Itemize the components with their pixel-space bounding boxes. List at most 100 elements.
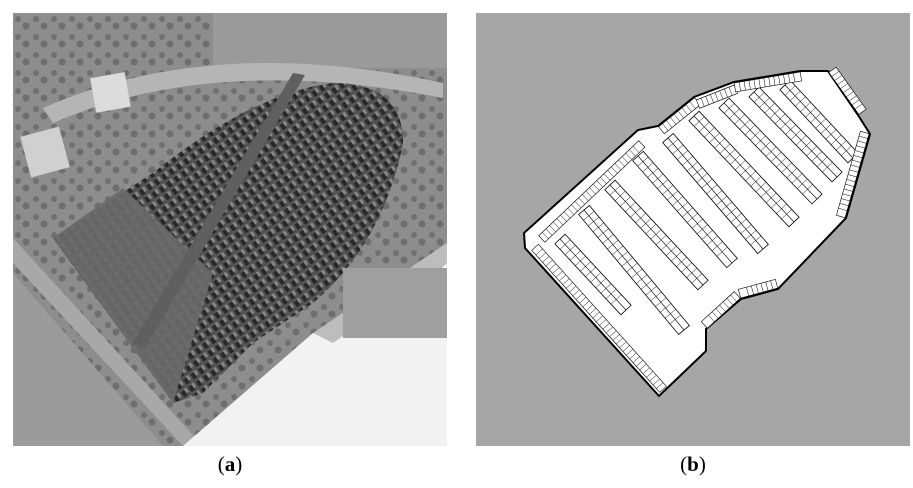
perimeter-stall-line <box>856 145 865 149</box>
stall-line <box>590 272 602 283</box>
perimeter-stall-line <box>705 96 710 105</box>
stall-line <box>816 156 828 167</box>
stall-line <box>830 134 842 145</box>
perimeter-stall-line <box>854 150 864 154</box>
stall-line <box>841 145 852 156</box>
row-divider <box>583 209 685 331</box>
stall-line <box>602 234 614 244</box>
perimeter-stall-line <box>556 218 564 226</box>
perimeter-stall-line <box>765 281 769 291</box>
aerial-photo <box>13 13 447 446</box>
perimeter-stall-line <box>596 180 604 188</box>
stall-line <box>755 135 766 146</box>
stall-line <box>776 157 787 168</box>
stall-line <box>657 179 669 189</box>
perimeter-stall-line <box>674 114 681 122</box>
stall-line <box>750 235 762 246</box>
stall-line <box>724 103 735 114</box>
perimeter-stall-line <box>619 341 627 348</box>
perimeter-stall-line <box>770 280 774 290</box>
perimeter-stall-line <box>773 76 776 86</box>
perimeter-stall-line <box>559 274 567 282</box>
empty-stalls <box>53 188 213 403</box>
perimeter-stall-line <box>571 204 578 212</box>
perimeter-stall-line <box>553 221 560 229</box>
perimeter-stall-line <box>585 304 593 311</box>
row-divider <box>559 238 627 311</box>
stall-line <box>755 181 767 192</box>
stall-line <box>770 151 782 162</box>
stall-line <box>669 314 681 325</box>
perimeter-stall-line <box>715 308 723 316</box>
perimeter-stall-line <box>728 86 733 96</box>
perimeter-stall-line <box>854 103 863 110</box>
perimeter-stall-line <box>535 248 543 256</box>
perimeter-stall-line <box>652 378 660 386</box>
stall-line <box>676 256 687 267</box>
perimeter-stall-line <box>582 194 589 202</box>
perimeter-stall-line <box>778 75 781 85</box>
stall-line <box>810 112 821 123</box>
perimeter-stall-line <box>636 360 644 367</box>
perimeter-stall-line <box>857 140 867 144</box>
stall-line <box>835 140 847 151</box>
perimeter-stall-line <box>768 77 771 87</box>
perimeter-stall-line <box>585 190 593 198</box>
stall-line <box>620 196 631 207</box>
stall-line <box>725 207 737 217</box>
perimeter-stall-line <box>719 90 724 100</box>
stall-line <box>709 132 720 143</box>
stall-line <box>790 129 802 140</box>
left-lot <box>13 273 163 446</box>
stall-line <box>740 224 752 234</box>
perimeter-stall-line <box>662 123 669 131</box>
perimeter-stall-line <box>567 208 575 215</box>
stall-line <box>640 280 652 290</box>
perimeter-stall-line <box>560 214 567 222</box>
stall-line <box>714 138 725 149</box>
perimeter-stall-line <box>724 88 728 98</box>
perimeter-stall-line <box>549 225 556 233</box>
perimeter-stall-line <box>574 201 582 208</box>
perimeter-stall-line <box>612 334 620 341</box>
stall-line <box>744 124 756 135</box>
perimeter-stall-line <box>738 82 741 92</box>
stall-line <box>781 209 792 220</box>
perimeter-stall-line <box>614 163 622 171</box>
perimeter-stall-line <box>719 304 726 312</box>
stall-line <box>735 218 747 229</box>
stall-line <box>616 251 628 261</box>
perimeter-stall-line <box>578 197 585 205</box>
perimeter-stall-line <box>595 315 603 322</box>
perimeter-stall-line <box>562 278 570 285</box>
perimeter-stall-line <box>607 170 614 177</box>
large-building <box>183 263 447 446</box>
perimeter-stall-line <box>831 71 840 77</box>
perimeter-stall-line <box>625 152 633 160</box>
perimeter-stall-line <box>842 193 852 197</box>
perimeter-row <box>700 291 741 329</box>
perimeter-stall-line <box>599 319 607 326</box>
stall-line <box>789 91 801 101</box>
row-divider <box>753 91 838 178</box>
perimeter-stall-line <box>616 337 624 345</box>
stall-line <box>687 213 698 223</box>
stall-line <box>806 145 817 157</box>
perimeter-stall-line <box>646 371 654 378</box>
stall-line <box>691 273 703 284</box>
stall-line <box>652 173 664 184</box>
perimeter-stall-line <box>685 104 692 112</box>
stall-line <box>825 129 837 140</box>
stall-line <box>801 140 812 151</box>
stall-line <box>681 262 692 273</box>
stall-line <box>642 162 654 173</box>
stall-line <box>815 118 827 129</box>
stall-line <box>612 245 624 256</box>
stall-line <box>795 96 806 107</box>
stall-line <box>776 203 787 214</box>
perimeter-stall-line <box>622 345 630 352</box>
stall-line <box>693 116 705 127</box>
perimeter-stall-line <box>589 308 597 315</box>
stall-line <box>650 229 662 240</box>
perimeter-stall-line <box>847 174 857 178</box>
